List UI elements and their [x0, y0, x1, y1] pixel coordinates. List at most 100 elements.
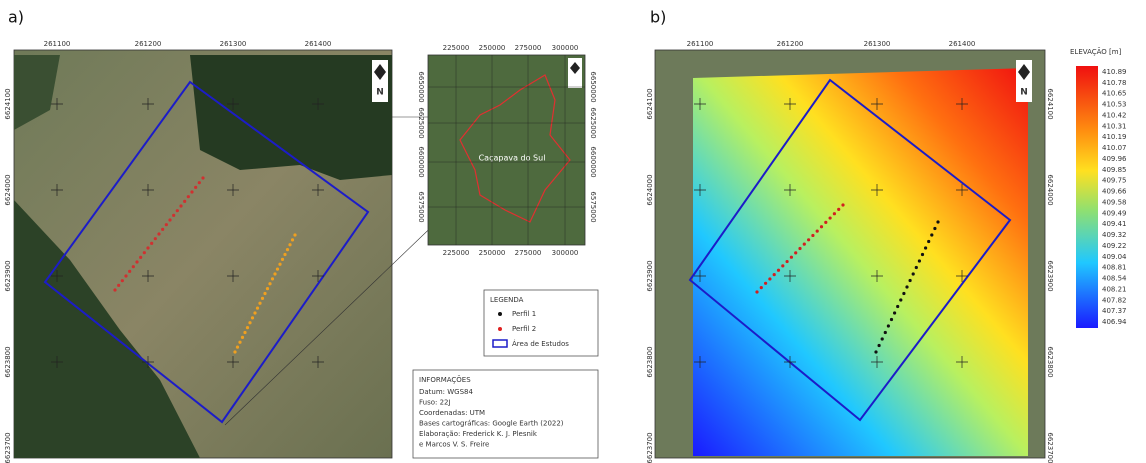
profile-point — [278, 263, 281, 266]
profile-point — [781, 264, 784, 267]
colorbar-label: 410.78 — [1102, 79, 1127, 87]
inset-x-tick-label: 225000 — [443, 249, 470, 257]
profile-point — [165, 223, 168, 226]
profile-point — [124, 274, 127, 277]
profile-point — [930, 233, 933, 236]
profile-point — [293, 233, 296, 236]
info-line: Bases cartográficas: Google Earth (2022) — [419, 420, 564, 428]
x-tick-label: 261300 — [220, 40, 247, 48]
legend-item: Área de Estudos — [512, 339, 569, 348]
profile-point — [251, 316, 254, 319]
colorbar-label: 407.82 — [1102, 296, 1127, 304]
profile-point — [190, 190, 193, 193]
profile-point — [811, 234, 814, 237]
profile-point — [263, 292, 266, 295]
profile-point — [878, 344, 881, 347]
profile-point — [198, 181, 201, 184]
info-line: Elaboração: Frederick K. J. Plesnik — [419, 430, 538, 438]
x-tick-label: 261200 — [135, 40, 162, 48]
y-tick-label: 6623700 — [646, 432, 654, 463]
profile-point — [146, 246, 149, 249]
profile-point — [288, 243, 291, 246]
profile-point — [773, 273, 776, 276]
profile-point — [154, 237, 157, 240]
inset-x-tick-label: 300000 — [552, 44, 579, 52]
profile-point — [150, 242, 153, 245]
profile-point — [760, 286, 763, 289]
profile-point — [820, 225, 823, 228]
y-tick-label: 6623800 — [646, 346, 654, 377]
colorbar-label: 406.94 — [1102, 318, 1127, 326]
profile-point — [176, 209, 179, 212]
y-tick-label: 6624100 — [1046, 88, 1054, 119]
profile-point — [128, 270, 131, 273]
y-tick-label: 6623700 — [1046, 432, 1054, 463]
y-tick-label: 6623900 — [1046, 260, 1054, 291]
y-tick-label: 6624000 — [1046, 174, 1054, 205]
place-name: Caçapava do Sul — [479, 154, 546, 163]
inset-x-tick-label: 275000 — [515, 249, 542, 257]
colorbar-label: 408.81 — [1102, 264, 1127, 272]
profile-point — [768, 277, 771, 280]
profile-point — [829, 216, 832, 219]
legend-title: LEGENDA — [490, 296, 524, 304]
y-tick-label: 6624000 — [646, 174, 654, 205]
profile-point — [266, 287, 269, 290]
inset-y-tick-label: 6650000 — [589, 71, 597, 102]
colorbar-label: 409.04 — [1102, 253, 1127, 261]
profile-point — [798, 247, 801, 250]
profile-point — [238, 341, 241, 344]
profile-point — [824, 221, 827, 224]
profile-point — [755, 290, 758, 293]
profile-point — [201, 176, 204, 179]
profile-point — [172, 214, 175, 217]
x-tick-label: 261400 — [305, 40, 332, 48]
profile-point — [113, 288, 116, 291]
profile-point — [194, 186, 197, 189]
profile-point — [157, 232, 160, 235]
colorbar-label: 410.65 — [1102, 90, 1127, 98]
inset-y-tick-label: 6575000 — [589, 191, 597, 222]
colorbar-label: 409.96 — [1102, 155, 1127, 163]
profile-point — [291, 238, 294, 241]
inset-x-tick-label: 275000 — [515, 44, 542, 52]
colorbar-label: 410.31 — [1102, 122, 1127, 130]
profile-point — [179, 204, 182, 207]
profile-point — [896, 305, 899, 308]
profile-point — [233, 350, 236, 353]
legend-item: Perfil 2 — [512, 325, 536, 333]
profile-point — [786, 260, 789, 263]
colorbar-label: 410.07 — [1102, 144, 1127, 152]
y-tick-label: 6623800 — [4, 346, 12, 377]
inset-x-tick-label: 250000 — [479, 44, 506, 52]
inset-x-tick-label: 250000 — [479, 249, 506, 257]
inset-x-tick-label: 225000 — [443, 44, 470, 52]
profile-point — [253, 311, 256, 314]
y-tick-label: 6624000 — [4, 174, 12, 205]
profile-point — [899, 298, 902, 301]
profile-point — [915, 266, 918, 269]
info-line: Coordenadas: UTM — [419, 409, 485, 417]
colorbar-label: 410.53 — [1102, 101, 1127, 109]
satellite-map: N — [14, 50, 470, 458]
colorbar-title: ELEVAÇÃO [m] — [1070, 47, 1122, 56]
profile-point — [236, 346, 239, 349]
colorbar-label: 410.42 — [1102, 111, 1127, 119]
colorbar-label: 410.89 — [1102, 68, 1127, 76]
info-line: Datum: WGS84 — [419, 388, 474, 396]
profile-point — [833, 212, 836, 215]
north-arrow: N — [376, 88, 384, 98]
colorbar-label: 407.37 — [1102, 307, 1127, 315]
y-tick-label: 6624100 — [646, 88, 654, 119]
inset-x-tick-label: 300000 — [552, 249, 579, 257]
inset-y-tick-label: 6575000 — [417, 191, 425, 222]
colorbar-label: 409.49 — [1102, 209, 1127, 217]
profile-point — [261, 297, 264, 300]
profile-point — [777, 269, 780, 272]
panel-label: a) — [8, 8, 24, 27]
info-line: Fuso: 22J — [419, 399, 451, 407]
profile-point — [121, 279, 124, 282]
profile-point — [874, 350, 877, 353]
profile-point — [890, 318, 893, 321]
profile-point — [243, 331, 246, 334]
